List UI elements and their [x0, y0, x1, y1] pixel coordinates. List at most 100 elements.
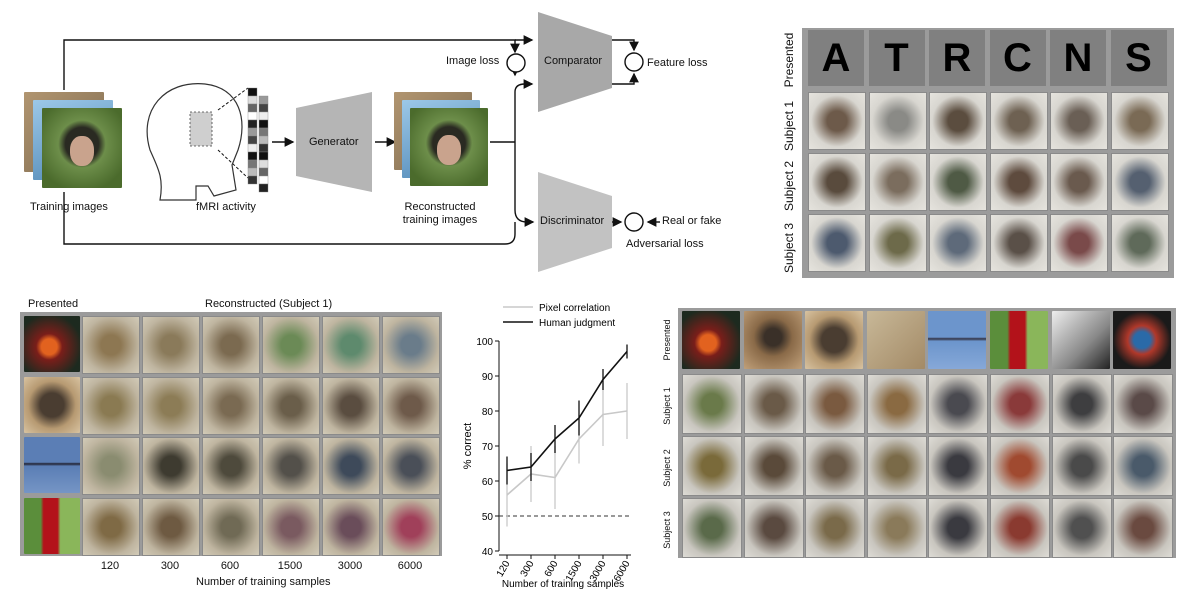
natural-reconstruction: [928, 436, 989, 496]
legend-label: Human judgment: [539, 318, 615, 329]
letter-reconstruction: [808, 214, 866, 272]
presented-letter-n: N: [1050, 30, 1106, 86]
diagram-arrows: [63, 12, 660, 272]
generator-block: [296, 92, 372, 192]
voxel: [258, 103, 269, 113]
natural-presented-image: [866, 311, 925, 369]
natural-reconstruction: [1113, 374, 1174, 434]
natural-presented-image: [1113, 311, 1172, 369]
sample-reconstruction: [82, 497, 140, 556]
y-tick-label: 70: [482, 442, 494, 453]
natural-reconstruction: [1113, 498, 1174, 558]
natural-presented-image: [682, 311, 740, 369]
letter-reconstruction: [1110, 153, 1169, 211]
sample-reconstruction: [142, 497, 200, 556]
voxel: [258, 127, 269, 137]
natural-reconstruction: [1113, 436, 1174, 496]
natural-reconstruction: [805, 498, 866, 558]
voxel: [258, 151, 269, 161]
voxel: [247, 159, 258, 169]
voxel: [247, 127, 258, 137]
image-loss-label: Image loss: [446, 55, 500, 67]
y-tick-label: 100: [476, 337, 493, 348]
voxel: [247, 175, 258, 185]
natural-presented-image: [743, 311, 802, 369]
discriminator-label: Discriminator: [540, 215, 605, 227]
letter-reconstruction: [868, 153, 927, 211]
sample-reconstruction: [202, 497, 260, 556]
letter-reconstruction: [929, 92, 987, 150]
real-or-fake-label: Real or fake: [662, 215, 722, 227]
voxel: [247, 151, 258, 161]
letters-subject-1-label: Subject 1: [782, 100, 796, 152]
comparator-label: Comparator: [544, 55, 603, 67]
fmri-activity-label: fMRI activity: [196, 201, 256, 213]
sample-reconstruction: [322, 497, 380, 556]
y-tick-label: 50: [482, 512, 494, 523]
samples-column-label: 120: [100, 560, 120, 572]
samples-column-label: 600: [220, 560, 240, 572]
letter-reconstruction: [929, 153, 987, 211]
series-line: [506, 410, 628, 496]
voxel: [247, 119, 258, 129]
natural-reconstruction: [866, 436, 927, 496]
natural-presented-image: [990, 311, 1048, 369]
y-axis-label: % correct: [462, 423, 474, 469]
sample-reconstruction: [82, 376, 140, 435]
natural-reconstruction: [866, 374, 927, 434]
voxel: [258, 143, 269, 153]
natural-reconstruction: [682, 374, 742, 434]
x-axis-label: Number of training samples: [502, 579, 624, 590]
y-tick-label: 60: [482, 477, 494, 488]
sample-reconstruction: [322, 437, 380, 495]
natural-reconstruction: [1051, 374, 1112, 434]
letters-subject-3-label: Subject 3: [782, 222, 796, 274]
letter-reconstruction: [1110, 214, 1169, 272]
samples-column-label: 3000: [337, 560, 363, 572]
natural-reconstruction: [928, 374, 989, 434]
sample-reconstruction: [382, 316, 440, 374]
samples-xlabel: Number of training samples: [196, 576, 331, 588]
letter-reconstruction: [989, 153, 1048, 211]
voxel: [247, 95, 258, 105]
natural-reconstruction: [866, 498, 927, 558]
sample-reconstruction: [322, 376, 380, 435]
voxel: [258, 167, 269, 177]
sample-reconstruction: [142, 316, 200, 374]
voxel: [247, 143, 258, 153]
letters-subject-2-label: Subject 2: [782, 160, 796, 212]
letter-reconstruction: [808, 153, 866, 211]
natural-reconstruction: [805, 436, 866, 496]
sample-reconstruction: [322, 316, 380, 374]
voxel: [258, 135, 269, 145]
voxel: [258, 175, 269, 185]
sample-reconstruction: [82, 316, 140, 374]
presented-letter-s: S: [1110, 30, 1167, 86]
voxel: [258, 159, 269, 169]
presented-letter-r: R: [929, 30, 985, 86]
sample-reconstruction: [202, 437, 260, 495]
brain-region: [189, 111, 213, 147]
sample-reconstruction: [382, 437, 440, 495]
natural-reconstruction: [990, 374, 1050, 434]
image-loss-node: [506, 53, 526, 73]
natural-subject-3-label: Subject 3: [662, 511, 672, 549]
presented-letter-c: C: [989, 30, 1046, 86]
natural-reconstruction: [743, 436, 804, 496]
y-tick-label: 80: [482, 407, 494, 418]
presented-image: [24, 497, 80, 554]
legend-label: Pixel correlation: [539, 303, 610, 314]
fmri-vector: [247, 87, 269, 193]
voxel: [258, 111, 269, 121]
letters-presented-label: Presented: [782, 32, 796, 88]
letter-reconstruction: [989, 92, 1048, 150]
head-silhouette: [146, 83, 243, 201]
presented-letter-t: T: [868, 30, 925, 86]
voxel: [247, 103, 258, 113]
adversarial-loss-label: Adversarial loss: [626, 238, 704, 250]
natural-subject-1-label: Subject 1: [662, 387, 672, 425]
letter-reconstruction: [868, 214, 927, 272]
adversarial-loss-node: [624, 212, 644, 232]
discriminator-block: [538, 172, 612, 272]
